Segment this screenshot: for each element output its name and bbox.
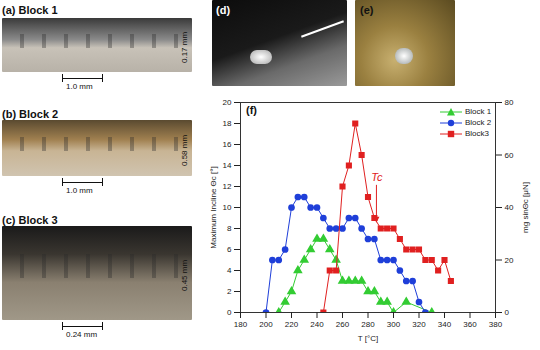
svg-text:mg sinΘc [μN]: mg sinΘc [μN] — [521, 182, 530, 233]
svg-text:16: 16 — [223, 140, 232, 149]
svg-text:20: 20 — [505, 256, 514, 265]
html-text:(b) Block 2: (b) Block 2 — [2, 108, 59, 120]
svg-text:12: 12 — [223, 182, 232, 191]
svg-text:340: 340 — [438, 320, 452, 329]
svg-text:320: 320 — [412, 320, 426, 329]
html-text:0.17 mm: 0.17 mm — [180, 31, 189, 63]
svg-text:2: 2 — [227, 287, 232, 296]
svg-text:18: 18 — [223, 119, 232, 128]
svg-text:280: 280 — [361, 320, 375, 329]
svg-text:4: 4 — [227, 266, 232, 275]
html-text:(f): (f) — [246, 104, 257, 116]
html-text:(c) Block 3: (c) Block 3 — [2, 214, 58, 226]
svg-text:300: 300 — [387, 320, 401, 329]
svg-text:260: 260 — [336, 320, 350, 329]
html-text:(d): (d) — [216, 4, 230, 16]
html-text:Block 1: Block 1 — [465, 107, 492, 116]
svg-text:6: 6 — [227, 245, 232, 254]
html-text:0.24 mm: 0.24 mm — [66, 330, 98, 339]
html-text:(a) Block 1: (a) Block 1 — [2, 4, 58, 16]
svg-text:T [°C]: T [°C] — [358, 334, 378, 343]
svg-text:14: 14 — [223, 161, 232, 170]
svg-text:8: 8 — [227, 224, 232, 233]
svg-text:20: 20 — [223, 98, 232, 107]
svg-text:360: 360 — [463, 320, 477, 329]
svg-text:0: 0 — [227, 308, 232, 317]
svg-text:240: 240 — [310, 320, 324, 329]
svg-text:80: 80 — [505, 98, 514, 107]
html-text:0.58 mm: 0.58 mm — [180, 134, 189, 166]
svg-text:0: 0 — [505, 308, 510, 317]
svg-text:Tc: Tc — [371, 171, 383, 183]
svg-text:220: 220 — [285, 320, 299, 329]
html-text:Block 2: Block 2 — [465, 118, 492, 127]
html-text:0.45 mm: 0.45 mm — [180, 259, 189, 291]
html-text:Block3: Block3 — [465, 129, 489, 138]
svg-text:10: 10 — [223, 203, 232, 212]
svg-text:380: 380 — [489, 320, 503, 329]
svg-text:60: 60 — [505, 151, 514, 160]
svg-text:200: 200 — [259, 320, 273, 329]
svg-text:Maximum Incline Θc [°]: Maximum Incline Θc [°] — [209, 166, 218, 248]
html-text:(e): (e) — [360, 4, 374, 16]
svg-text:40: 40 — [505, 203, 514, 212]
html-text:1.0 mm: 1.0 mm — [66, 82, 93, 91]
svg-text:180: 180 — [234, 320, 248, 329]
html-text:1.0 mm: 1.0 mm — [66, 186, 93, 195]
